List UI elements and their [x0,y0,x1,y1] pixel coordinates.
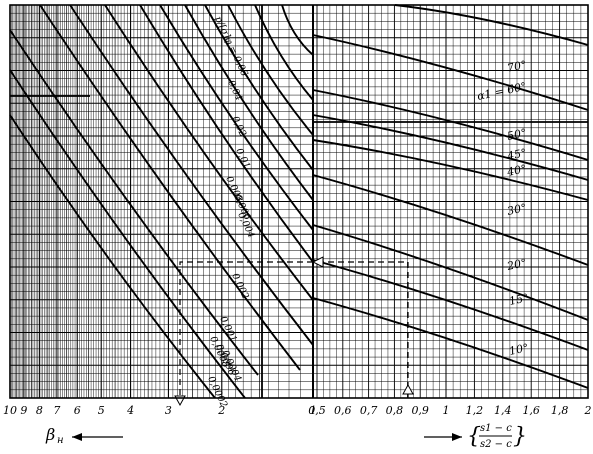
open-brace: { [467,424,481,449]
right-tick-label: 1 [443,404,450,417]
right-tick-label: 0,6 [334,404,352,417]
right-curve-label: 45° [505,146,528,163]
left-tick-label: 10 [3,404,17,417]
right-axis-label: { s1 − c s2 − c } [424,423,527,450]
chart-border [9,4,589,399]
right-tick-label: 0,8 [386,404,404,417]
left-curve-12 [281,4,314,56]
right-curve-6 [312,224,589,321]
left-curve-5 [104,4,314,301]
right-curve-5 [312,174,589,266]
beta-subscript: н [57,435,64,446]
left-curve-4 [69,4,314,346]
right-curve-2 [312,89,589,161]
left-arrow-head [72,433,82,441]
left-tick-label: 3 [165,404,172,417]
left-curve-7 [159,4,314,231]
right-curve-0 [394,4,589,46]
grid-lines [9,4,589,399]
left-curve-10 [227,4,314,136]
right-tick-label: 0,7 [360,404,378,417]
left-tick-label: 4 [126,404,134,417]
left-tick-label: 2 [217,404,225,417]
chart-frame [9,4,589,399]
left-curve-6 [139,4,314,263]
right-curve-label: 20° [505,256,528,273]
guide-left [179,261,313,398]
tick-labels: 10 9 8 7 6 5 4 3 2 10,5 0,6 0,7 0,8 0,9 1 1,2 1,4 1,6 1,8 2 [3,404,592,417]
left-curves [9,4,314,399]
left-curve-label: p/[σ]φ = 0,06 [212,15,249,79]
left-curve-label: 0,02 [229,115,248,139]
right-curve-label: 50° [506,126,528,143]
beta-symbol: β [45,425,55,444]
right-curve-label: 40° [505,162,528,179]
right-curve-label: 70° [506,58,528,75]
right-curve-label: 15° [508,291,530,308]
ratio-denominator: s2 − c [480,439,512,450]
right-curve-4 [312,139,589,201]
right-tick-label: 2 [584,404,592,417]
left-tick-label: 8 [36,404,43,417]
right-curve-7 [312,259,589,351]
right-arrow-head [452,433,462,441]
left-curve-2 [9,114,216,399]
right-curves [312,4,589,389]
left-tick-label: 1 [310,404,317,417]
left-curve-11 [254,4,314,101]
left-curve-0 [9,29,259,376]
right-tick-label: 1,8 [551,404,569,417]
ratio-numerator: s1 − c [480,423,512,434]
right-tick-label: 1,2 [466,404,484,417]
left-axis-label: β н [45,425,123,446]
left-curve-label: 0,002 [229,272,250,301]
right-curve-1 [312,34,589,111]
guide-right [313,261,409,398]
left-curve-label: 0,004 [235,211,256,240]
left-curve-9 [204,4,314,171]
right-curve-label: 10° [508,341,530,358]
left-curve-3 [39,4,301,371]
guide-arrow-start [402,383,414,395]
right-curve-label: 30° [506,201,528,218]
left-curve-label: 0,04 [225,79,244,103]
left-tick-label: 9 [20,404,27,417]
example-guide-line [174,256,414,407]
left-tick-label: 5 [98,404,105,417]
left-tick-label: 6 [74,404,81,417]
left-curve-8 [184,4,314,201]
close-brace: } [513,424,527,449]
right-tick-label: 0,5 [308,404,326,417]
guide-arrow-mid [311,256,324,268]
left-tick-label: 7 [53,404,60,417]
right-tick-label: 1,4 [494,404,512,417]
right-tick-label: 1,6 [522,404,540,417]
left-curve-label: 0,01 [233,147,252,171]
left-curve-1 [9,69,246,399]
left-curve-label: 0,0002 [205,375,229,410]
right-curve-8 [312,297,589,389]
right-curve-3 [312,114,589,181]
right-tick-label: 0,9 [411,404,429,417]
